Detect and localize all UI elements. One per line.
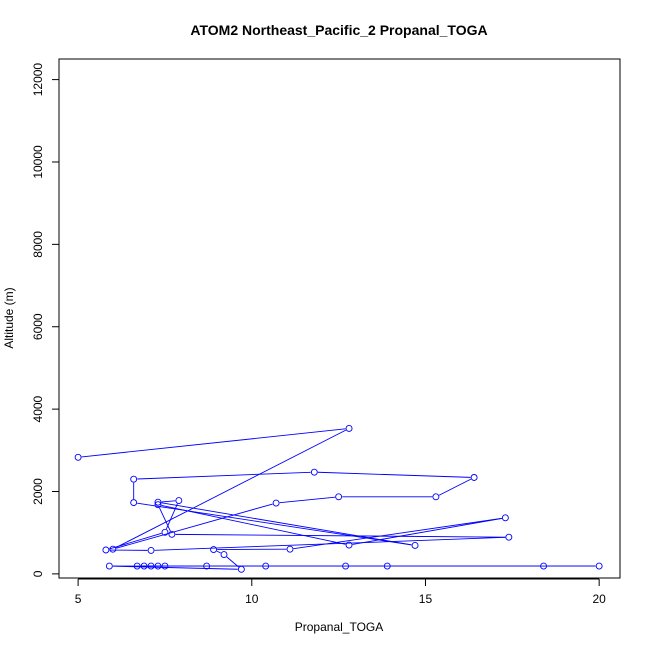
data-point: [154, 501, 162, 509]
chart-title: ATOM2 Northeast_Pacific_2 Propanal_TOGA: [190, 22, 487, 38]
data-point: [210, 546, 218, 554]
data-point: [272, 499, 280, 507]
data-point: [130, 475, 138, 483]
series-segment: [161, 500, 176, 503]
y-tick-label: 2000: [31, 478, 45, 505]
data-point: [133, 562, 141, 570]
data-point: [432, 493, 440, 501]
series-points: [74, 425, 603, 573]
data-point: [168, 530, 176, 538]
data-point: [154, 562, 162, 570]
y-tick-label: 6000: [31, 313, 45, 340]
series-segment: [317, 471, 471, 478]
data-point: [310, 468, 318, 476]
data-point: [383, 562, 391, 570]
x-tick-label: 5: [75, 592, 82, 606]
series-segment: [438, 478, 472, 496]
data-point: [335, 493, 343, 501]
data-point: [220, 551, 228, 558]
series-lines: [81, 428, 596, 570]
series-segment: [154, 536, 506, 551]
y-axis-label: Altitude (m): [2, 287, 16, 348]
data-point: [595, 562, 603, 570]
x-axis: 5 10 15 20: [75, 578, 606, 606]
y-tick-label: 12000: [31, 63, 45, 97]
data-point: [130, 499, 138, 507]
data-point: [411, 542, 419, 549]
data-point: [161, 528, 169, 536]
x-axis-label: Propanal_TOGA: [295, 620, 384, 634]
y-tick-label: 10000: [31, 145, 45, 179]
series-segment: [226, 556, 239, 568]
data-point: [345, 541, 353, 549]
series-segment: [115, 429, 347, 548]
y-tick-label: 4000: [31, 395, 45, 422]
x-tick-label: 20: [592, 592, 606, 606]
series-segment: [279, 496, 336, 504]
data-point: [147, 546, 155, 554]
series-segment: [116, 503, 273, 549]
data-point: [345, 425, 353, 432]
data-point: [154, 498, 162, 506]
series-segment: [81, 428, 346, 458]
data-point: [262, 562, 270, 570]
y-tick-label: 8000: [31, 231, 45, 258]
y-axis: 0 2000 4000 6000 8000 10000 12000: [31, 63, 60, 577]
y-tick-label: 0: [31, 570, 45, 577]
series-segment: [161, 502, 412, 546]
series-segment: [137, 502, 412, 546]
data-point: [175, 497, 183, 505]
series-segment: [159, 507, 171, 532]
series-segment: [137, 471, 311, 480]
data-point: [540, 562, 548, 570]
data-point: [161, 562, 169, 570]
data-point: [470, 474, 478, 481]
data-point: [140, 562, 148, 570]
series-segment: [165, 503, 178, 530]
data-point: [501, 514, 509, 522]
x-tick-label: 15: [419, 592, 433, 606]
series-segment: [175, 533, 506, 538]
x-tick-label: 10: [245, 592, 259, 606]
data-point: [286, 545, 294, 553]
data-point: [237, 565, 245, 573]
data-point: [105, 562, 113, 570]
data-point: [147, 562, 155, 570]
data-point: [342, 562, 350, 570]
data-point: [203, 562, 211, 570]
data-point: [109, 545, 117, 553]
data-point: [505, 533, 513, 541]
data-point: [74, 453, 82, 461]
data-point: [102, 546, 110, 554]
series-segment: [216, 550, 221, 554]
